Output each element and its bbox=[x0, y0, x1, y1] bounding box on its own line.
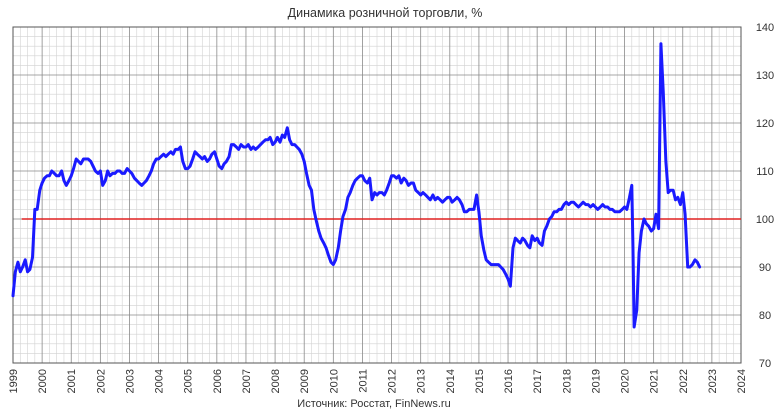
x-tick-label: 2001 bbox=[66, 369, 78, 393]
chart-title: Динамика розничной торговли, % bbox=[288, 6, 483, 20]
y-tick-label: 110 bbox=[756, 166, 774, 178]
y-tick-label: 140 bbox=[756, 22, 774, 34]
x-tick-label: 2024 bbox=[736, 369, 748, 393]
x-tick-label: 2019 bbox=[590, 369, 602, 393]
x-tick-label: 2007 bbox=[241, 369, 253, 393]
x-tick-label: 2002 bbox=[95, 369, 107, 393]
x-tick-label: 2022 bbox=[678, 369, 690, 393]
x-tick-label: 2003 bbox=[124, 369, 136, 393]
retail-series-line bbox=[11, 42, 702, 329]
x-tick-label: 2009 bbox=[299, 369, 311, 393]
y-axis-tick-labels: 140 130 120 110 100 90 80 70 bbox=[756, 22, 774, 370]
y-tick-label: 70 bbox=[759, 358, 771, 370]
plot-border bbox=[12, 26, 742, 364]
x-axis-tick-labels: 1999 2000 2001 2002 2003 2004 2005 2006 2007 2008… bbox=[8, 369, 748, 393]
x-tick-label: 2008 bbox=[270, 369, 282, 393]
x-tick-label: 2016 bbox=[503, 369, 515, 393]
x-tick-label: 2021 bbox=[649, 369, 661, 393]
x-tick-label: 2012 bbox=[387, 369, 399, 393]
x-tick-label: 2020 bbox=[620, 369, 632, 393]
y-tick-label: 90 bbox=[759, 262, 771, 274]
x-tick-label: 2004 bbox=[154, 369, 166, 393]
y-tick-label: 100 bbox=[756, 214, 774, 226]
x-tick-label: 2018 bbox=[561, 369, 573, 393]
x-tick-label: 2015 bbox=[474, 369, 486, 393]
x-tick-label: 2014 bbox=[445, 369, 457, 393]
x-tick-label: 2000 bbox=[37, 369, 49, 393]
minor-grid bbox=[13, 27, 741, 363]
x-tick-label: 2005 bbox=[183, 369, 195, 393]
x-tick-label: 2023 bbox=[707, 369, 719, 393]
x-tick-label: 2010 bbox=[328, 369, 340, 393]
y-tick-label: 120 bbox=[756, 118, 774, 130]
x-tick-label: 2017 bbox=[532, 369, 544, 393]
y-tick-label: 130 bbox=[756, 70, 774, 82]
x-tick-label: 2011 bbox=[357, 369, 369, 393]
x-tick-label: 2013 bbox=[416, 369, 428, 393]
x-tick-label: 1999 bbox=[8, 369, 20, 393]
y-tick-label: 80 bbox=[759, 310, 771, 322]
source-note: Источник: Росстат, FinNews.ru bbox=[297, 398, 450, 410]
x-tick-label: 2006 bbox=[212, 369, 224, 393]
